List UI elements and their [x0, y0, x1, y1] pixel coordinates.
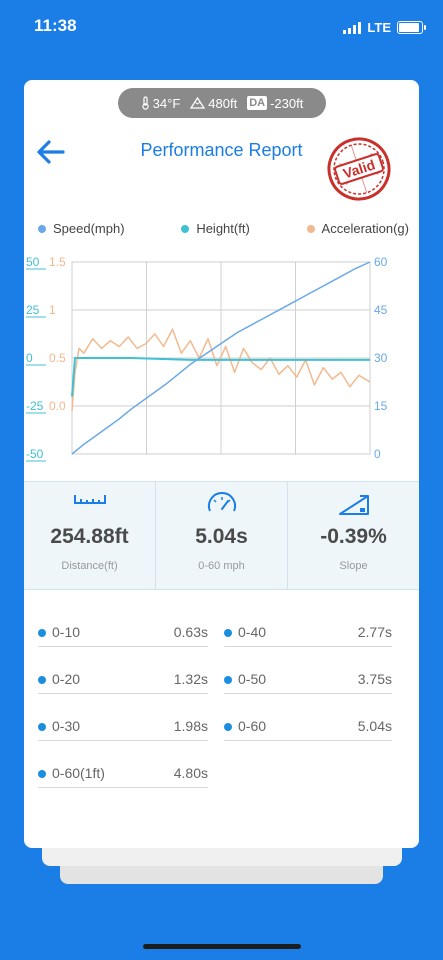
split-label: 0-60(1ft) [52, 765, 105, 781]
split-dot [38, 629, 46, 637]
split-dot [38, 723, 46, 731]
speedometer-icon [207, 492, 236, 512]
height-axis-tick-label: 25 [26, 303, 40, 317]
split-value: 5.04s [357, 718, 392, 734]
legend-acceleration[interactable]: Acceleration(g) [306, 221, 409, 236]
performance-report-card: 34°F 480ft DA -230ft Performance Report … [24, 80, 419, 848]
density-altitude: DA -230ft [247, 96, 303, 111]
temperature: 34°F [141, 95, 181, 111]
split-dot [224, 723, 232, 731]
home-indicator[interactable] [143, 944, 301, 949]
split-label: 0-50 [238, 671, 267, 687]
height-axis-tick-label: 50 [26, 255, 40, 269]
speed-axis-tick-label: 15 [374, 399, 388, 413]
acceleration-axis-tick-label: 0.0 [49, 399, 66, 413]
split-item: 0-20 1.32s [38, 669, 208, 694]
split-label: 0-10 [52, 624, 81, 640]
split-value: 4.80s [173, 765, 208, 781]
speed-axis-tick-label: 45 [374, 303, 388, 317]
height-axis-tick-label: 0 [26, 351, 33, 365]
stat-distance-value: 254.88ft [50, 525, 129, 548]
network-label: LTE [367, 20, 391, 35]
thermometer-icon [141, 96, 149, 110]
legend-label-height: Height(ft) [196, 221, 250, 236]
split-value: 1.32s [173, 671, 208, 687]
speed-axis-tick-label: 0 [374, 447, 381, 461]
stat-zero-sixty: 5.04s 0-60 mph [155, 482, 287, 589]
card-stack-shadow [42, 846, 402, 866]
height-series-line [71, 357, 370, 397]
ruler-icon [73, 495, 106, 504]
temperature-value: 34°F [152, 95, 181, 111]
split-item: 0-60(1ft) 4.80s [38, 763, 208, 788]
split-item: 0-10 0.63s [38, 622, 208, 647]
legend-dot-height [181, 224, 190, 233]
split-item: 0-30 1.98s [38, 716, 208, 741]
acceleration-axis-tick-label: 1 [49, 303, 56, 317]
height-axis-tick-label: -25 [26, 399, 44, 413]
legend-label-acceleration: Acceleration(g) [321, 221, 409, 236]
card-stack-shadow-back [60, 866, 383, 884]
split-dot [224, 676, 232, 684]
status-indicators: LTE [343, 20, 426, 35]
speed-series-line [71, 261, 371, 455]
altitude: 480ft [190, 96, 237, 111]
status-time: 11:38 [34, 16, 77, 35]
split-item: 0-50 3.75s [224, 669, 392, 694]
split-item: 0-60 5.04s [224, 716, 392, 741]
performance-chart: 50 25 0 -25 -50 1.5 1 0.5 0.0 60 45 30 15 0 [26, 255, 388, 462]
battery-icon [397, 21, 426, 34]
acceleration-series-line [71, 328, 371, 411]
split-value: 1.98s [173, 718, 208, 734]
acceleration-axis-tick-label: 0.5 [49, 351, 66, 365]
back-arrow-icon[interactable] [34, 135, 68, 169]
acceleration-axis-tick-label: 1.5 [49, 255, 66, 269]
height-axis-tick-label: -50 [26, 447, 44, 461]
legend-dot-speed [38, 224, 46, 233]
stat-slope-label: Slope [339, 560, 368, 572]
valid-stamp: Valid [327, 137, 391, 201]
stat-slope-value: -0.39% [320, 525, 387, 548]
da-badge: DA [247, 96, 268, 110]
stat-slope: -0.39% Slope [287, 482, 419, 589]
stat-zero-sixty-value: 5.04s [195, 525, 248, 548]
split-label: 0-40 [238, 624, 267, 640]
speed-axis-tick-label: 60 [374, 255, 388, 269]
mountain-icon [190, 97, 206, 109]
split-label: 0-20 [52, 671, 81, 687]
stat-distance: 254.88ft Distance(ft) [24, 482, 155, 589]
legend-height[interactable]: Height(ft) [181, 221, 250, 236]
signal-icon [343, 21, 362, 34]
split-item: 0-40 2.77s [224, 622, 392, 647]
split-label: 0-30 [52, 718, 81, 734]
density-altitude-value: -230ft [270, 95, 304, 111]
speed-axis-tick-label: 30 [374, 351, 388, 365]
split-value: 2.77s [357, 624, 392, 640]
split-value: 0.63s [173, 624, 208, 640]
slope-icon [338, 495, 369, 515]
split-dot [224, 629, 232, 637]
chart-legend: Speed(mph) Height(ft) Acceleration(g) [38, 221, 409, 236]
page-title: Performance Report [140, 140, 303, 160]
altitude-value: 480ft [208, 95, 238, 111]
legend-label-speed: Speed(mph) [53, 221, 125, 236]
split-dot [38, 676, 46, 684]
split-value: 3.75s [357, 671, 392, 687]
stats-panel: 254.88ft Distance(ft) 5.04s 0-60 mph -0.… [24, 481, 419, 590]
stat-zero-sixty-label: 0-60 mph [198, 560, 245, 572]
legend-dot-acceleration [306, 224, 315, 233]
legend-speed[interactable]: Speed(mph) [38, 221, 125, 236]
split-dot [38, 770, 46, 778]
stat-distance-label: Distance(ft) [61, 560, 118, 572]
conditions-pill: 34°F 480ft DA -230ft [118, 88, 326, 118]
split-label: 0-60 [238, 718, 267, 734]
